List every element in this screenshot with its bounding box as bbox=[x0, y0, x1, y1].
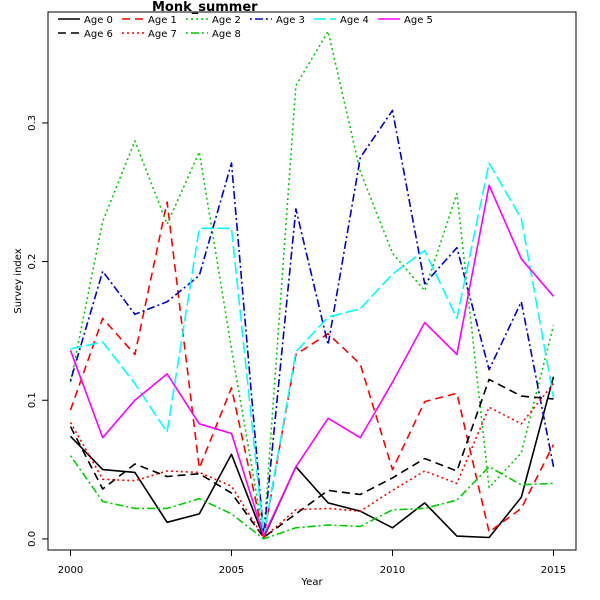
x-tick-label: 2005 bbox=[219, 565, 244, 576]
y-tick-label: 0.3 bbox=[27, 115, 38, 131]
legend: Age 0 Age 1 Age 2 Age 3 Age 4 Age 5 Age 6 Age 7… bbox=[58, 15, 433, 40]
y-tick-label: 0.1 bbox=[27, 392, 38, 408]
series-line-age-1 bbox=[69, 201, 555, 539]
legend-item-age-3: Age 3 bbox=[250, 15, 305, 26]
x-tick-label: 2000 bbox=[58, 565, 83, 576]
legend-item-age-2: Age 2 bbox=[186, 15, 241, 26]
x-tick-label: 2015 bbox=[541, 565, 566, 576]
series-line-age-5 bbox=[69, 184, 555, 537]
series-line-age-2 bbox=[69, 30, 555, 537]
series-line-age-0 bbox=[69, 376, 555, 539]
series-layer bbox=[69, 30, 555, 540]
x-axis-label: Year bbox=[300, 577, 323, 588]
x-tick-label: 2010 bbox=[380, 565, 405, 576]
legend-item-age-4: Age 4 bbox=[314, 15, 369, 26]
legend-item-age-8: Age 8 bbox=[186, 29, 241, 40]
legend-label: Age 6 bbox=[84, 29, 113, 40]
legend-label: Age 8 bbox=[212, 29, 241, 40]
legend-item-age-6: Age 6 bbox=[58, 29, 113, 40]
series-line-age-4 bbox=[70, 162, 555, 537]
legend-label: Age 0 bbox=[84, 15, 113, 26]
legend-item-age-5: Age 5 bbox=[378, 15, 433, 26]
x-axis: 2000 2005 2010 2015 bbox=[58, 549, 566, 576]
chart-title: Monk_summer bbox=[152, 0, 258, 15]
series-line-age-8 bbox=[69, 455, 554, 540]
y-tick-label: 0.2 bbox=[27, 254, 38, 270]
series-line-age-3 bbox=[69, 109, 555, 537]
y-axis-label: Survey index bbox=[13, 248, 24, 313]
y-axis: 0.0 0.1 0.2 0.3 bbox=[27, 115, 49, 547]
legend-item-age-1: Age 1 bbox=[122, 15, 177, 26]
legend-label: Age 5 bbox=[404, 15, 433, 26]
y-tick-label: 0.0 bbox=[27, 531, 38, 547]
series-line-age-6 bbox=[69, 378, 554, 539]
legend-label: Age 7 bbox=[148, 29, 177, 40]
legend-label: Age 4 bbox=[340, 15, 369, 26]
legend-label: Age 1 bbox=[148, 15, 177, 26]
legend-item-age-7: Age 7 bbox=[122, 29, 177, 40]
legend-label: Age 2 bbox=[212, 15, 241, 26]
legend-label: Age 3 bbox=[276, 15, 305, 26]
legend-item-age-0: Age 0 bbox=[58, 15, 113, 26]
